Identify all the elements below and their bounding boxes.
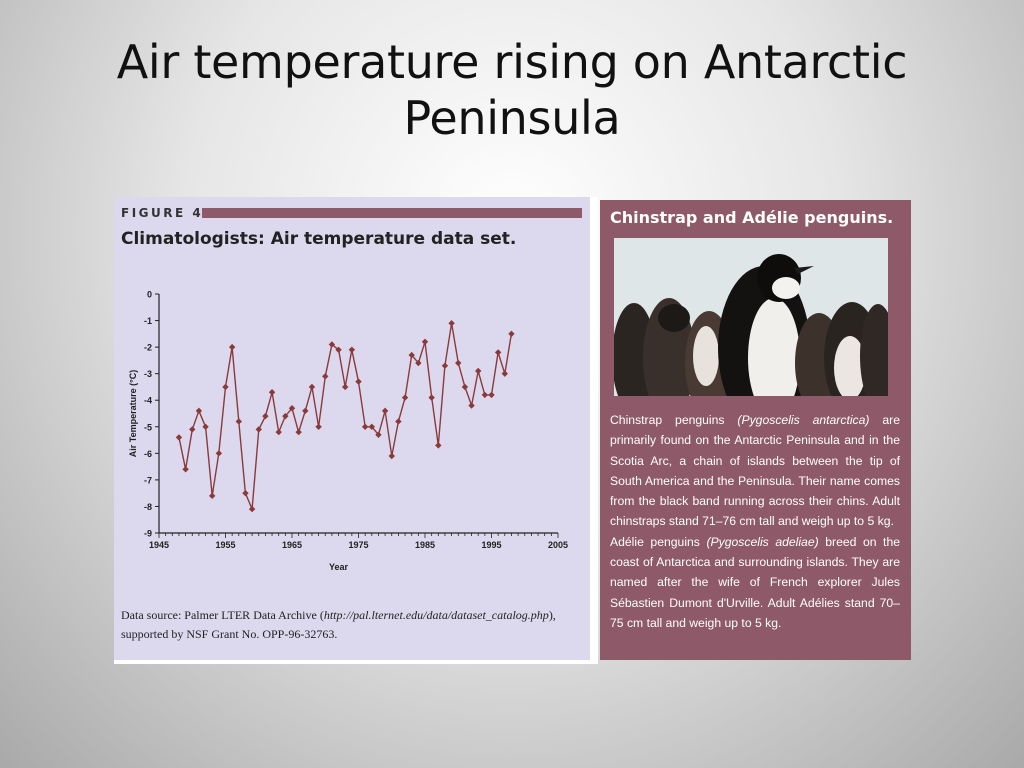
y-tick-label: -2 bbox=[144, 343, 152, 353]
data-point bbox=[415, 359, 422, 367]
penguin-photo bbox=[614, 238, 888, 396]
data-point bbox=[262, 412, 269, 420]
data-point bbox=[268, 389, 276, 396]
y-tick-label: -5 bbox=[144, 422, 152, 432]
x-tick-label: 1965 bbox=[282, 540, 302, 550]
data-point bbox=[441, 362, 449, 369]
y-tick-label: -9 bbox=[144, 529, 152, 539]
data-point bbox=[501, 370, 508, 377]
y-tick-label: -6 bbox=[144, 449, 152, 459]
x-tick-label: 1955 bbox=[215, 540, 235, 550]
penguin-panel: Chinstrap and Adélie penguins. Chinstrap… bbox=[600, 200, 911, 660]
penguin-description: Chinstrap penguins (Pygoscelis antarctic… bbox=[610, 410, 900, 633]
data-point bbox=[428, 394, 435, 401]
data-point bbox=[388, 452, 395, 460]
data-point bbox=[315, 423, 322, 430]
chinstrap-text-a: Chinstrap penguins bbox=[610, 413, 738, 427]
source-suffix: ), supported by NSF Grant No. OPP-96-327… bbox=[121, 608, 556, 641]
source-url[interactable]: http://pal.lternet.edu/data/dataset_cata… bbox=[323, 608, 549, 622]
y-tick-label: -1 bbox=[144, 316, 152, 326]
data-point bbox=[375, 431, 382, 438]
data-point bbox=[381, 407, 389, 415]
data-point bbox=[488, 391, 495, 399]
figure-label: FIGURE 4 bbox=[121, 206, 204, 220]
data-point bbox=[322, 373, 329, 380]
data-point bbox=[435, 442, 442, 449]
data-point bbox=[508, 330, 515, 338]
data-point bbox=[189, 426, 196, 433]
data-point bbox=[182, 466, 189, 473]
chinstrap-text-b: are primarily found on the Antarctic Pen… bbox=[610, 413, 900, 529]
adelie-scientific-name: (Pygoscelis adeliae) bbox=[706, 534, 819, 549]
data-point bbox=[401, 394, 409, 401]
data-point bbox=[248, 505, 256, 513]
adelie-paragraph: Adélie penguins (Pygoscelis adeliae) bre… bbox=[610, 532, 900, 633]
data-point bbox=[222, 383, 229, 391]
adelie-text-b: breed on the coast of Antarctica and sur… bbox=[610, 534, 900, 630]
data-point bbox=[455, 359, 462, 367]
x-tick-label: 1945 bbox=[149, 540, 169, 550]
y-tick-label: -4 bbox=[144, 396, 152, 406]
chinstrap-paragraph: Chinstrap penguins (Pygoscelis antarctic… bbox=[610, 410, 900, 532]
data-point bbox=[355, 378, 362, 385]
y-tick-label: -7 bbox=[144, 475, 152, 485]
data-point bbox=[302, 407, 309, 415]
data-point bbox=[282, 412, 289, 420]
slide-title-line2: Peninsula bbox=[403, 91, 621, 145]
figure-heading: Climatologists: Air temperature data set… bbox=[121, 229, 517, 249]
data-point bbox=[195, 407, 203, 415]
data-point bbox=[368, 423, 375, 430]
data-point bbox=[288, 404, 296, 412]
x-tick-label: 1985 bbox=[415, 540, 435, 550]
data-point bbox=[448, 320, 455, 327]
y-tick-label: 0 bbox=[147, 290, 152, 300]
data-point bbox=[468, 402, 475, 409]
x-tick-label: 1995 bbox=[481, 540, 501, 550]
figure-panel: FIGURE 4 Climatologists: Air temperature… bbox=[114, 197, 598, 664]
data-point bbox=[348, 346, 356, 353]
data-point bbox=[242, 489, 249, 497]
data-point bbox=[335, 346, 342, 353]
y-tick-label: -3 bbox=[144, 369, 152, 379]
slide-title-line1: Air temperature rising on Antarctic bbox=[116, 35, 908, 89]
data-point bbox=[255, 426, 262, 433]
chinstrap-scientific-name: (Pygoscelis antarctica) bbox=[737, 413, 870, 427]
data-point bbox=[295, 428, 302, 436]
x-axis-label: Year bbox=[329, 562, 349, 572]
data-point bbox=[209, 492, 216, 500]
x-tick-label: 1975 bbox=[348, 540, 368, 550]
data-point bbox=[215, 450, 223, 457]
figure-source-note: Data source: Palmer LTER Data Archive (h… bbox=[121, 606, 581, 644]
data-point bbox=[308, 383, 316, 391]
adelie-text-a: Adélie penguins bbox=[610, 534, 707, 549]
data-point bbox=[421, 338, 429, 345]
data-point bbox=[202, 423, 209, 430]
x-tick-label: 2005 bbox=[548, 540, 568, 550]
y-tick-label: -8 bbox=[144, 502, 152, 512]
source-prefix: Data source: Palmer LTER Data Archive ( bbox=[121, 608, 324, 622]
slide-title: Air temperature rising on Antarctic Peni… bbox=[60, 34, 964, 146]
data-point bbox=[175, 434, 183, 441]
data-point bbox=[461, 383, 469, 391]
temperature-series-line bbox=[178, 323, 513, 510]
data-point bbox=[481, 391, 489, 399]
data-point bbox=[275, 428, 282, 436]
data-point bbox=[361, 423, 369, 430]
data-point bbox=[395, 418, 402, 425]
y-axis-label: Air Temperature (°C) bbox=[128, 370, 138, 457]
data-point bbox=[328, 341, 336, 348]
data-point bbox=[494, 349, 502, 356]
data-point bbox=[475, 367, 482, 375]
penguin-heading: Chinstrap and Adélie penguins. bbox=[610, 208, 894, 227]
data-point bbox=[408, 351, 415, 359]
figure-header-bar bbox=[202, 208, 582, 218]
data-point bbox=[235, 418, 242, 425]
data-point bbox=[342, 383, 349, 391]
data-point bbox=[228, 343, 236, 351]
